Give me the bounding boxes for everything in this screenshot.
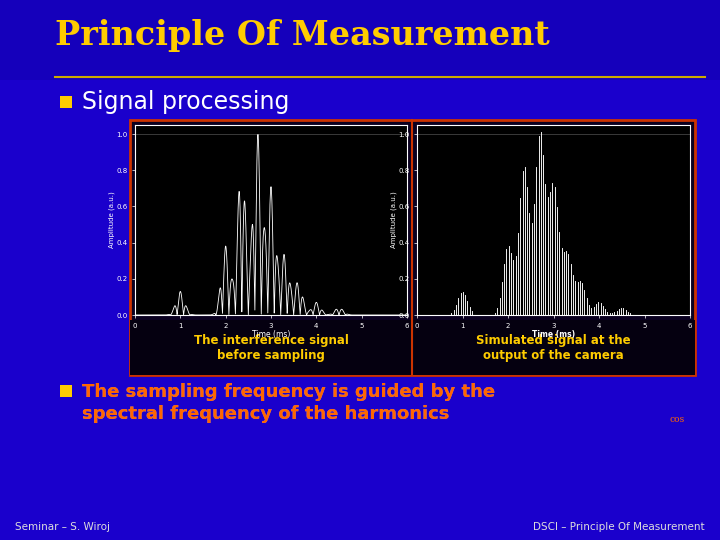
Bar xyxy=(130,320,412,375)
X-axis label: Time (ms): Time (ms) xyxy=(532,330,575,339)
Bar xyxy=(0,0,720,80)
Text: The sampling frequency is guided by the: The sampling frequency is guided by the xyxy=(82,383,495,401)
Y-axis label: Amplitude (a.u.): Amplitude (a.u.) xyxy=(390,192,397,248)
Text: spectral frequency of the harmonics: spectral frequency of the harmonics xyxy=(82,405,449,423)
Bar xyxy=(130,120,695,375)
Text: DSCI – Principle Of Measurement: DSCI – Principle Of Measurement xyxy=(534,522,705,532)
Text: Signal processing: Signal processing xyxy=(82,90,289,114)
Y-axis label: Amplitude (a.u.): Amplitude (a.u.) xyxy=(108,192,114,248)
Text: cos: cos xyxy=(670,415,685,423)
Bar xyxy=(60,385,72,397)
Text: spectral frequency of the harmonics: spectral frequency of the harmonics xyxy=(82,405,449,423)
Text: Simulated signal at the
output of the camera: Simulated signal at the output of the ca… xyxy=(476,334,630,362)
Text: Seminar – S. Wiroj: Seminar – S. Wiroj xyxy=(15,522,110,532)
X-axis label: Time (ms): Time (ms) xyxy=(252,330,290,339)
Bar xyxy=(60,96,72,108)
Text: The sampling frequency is guided by the: The sampling frequency is guided by the xyxy=(82,383,495,401)
Bar xyxy=(412,320,695,375)
Text: Principle Of Measurement: Principle Of Measurement xyxy=(55,18,550,51)
Text: The interference signal
before sampling: The interference signal before sampling xyxy=(194,334,348,362)
